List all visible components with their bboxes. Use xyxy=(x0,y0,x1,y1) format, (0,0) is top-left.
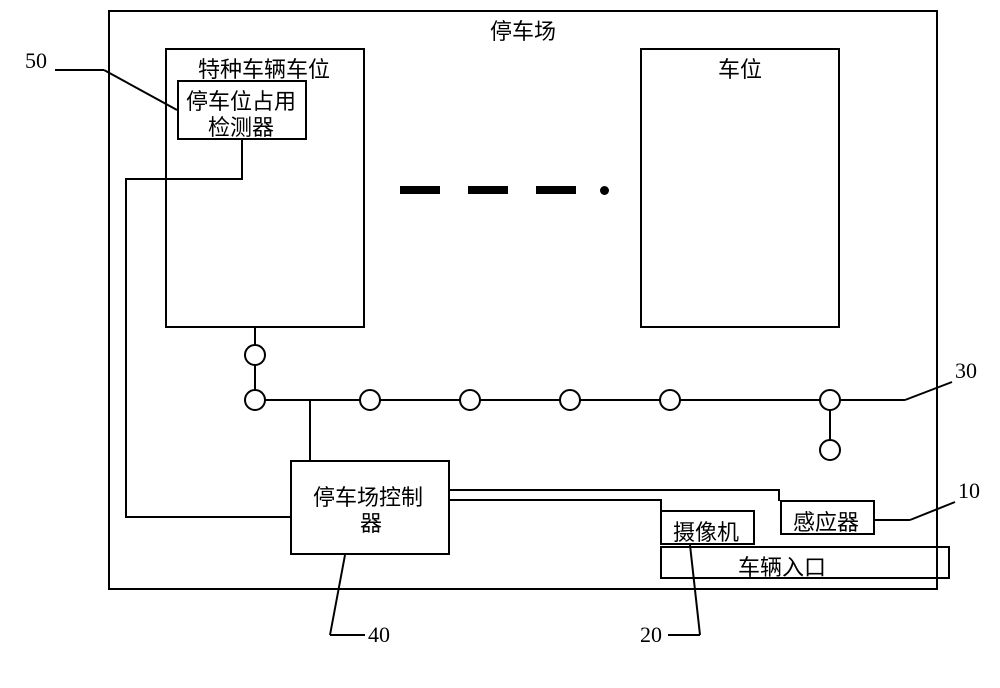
ellipsis-dash xyxy=(536,186,576,194)
wire xyxy=(125,516,291,518)
wire xyxy=(450,489,780,491)
indicator-node xyxy=(659,389,681,411)
diagram-canvas: 停车场 特种车辆车位 停车位占用 检测器 车位 停车场控制 器 摄像机 感应器 … xyxy=(0,0,1000,688)
controller-l2: 器 xyxy=(360,506,382,538)
ref-20: 20 xyxy=(640,622,662,648)
wire xyxy=(778,489,780,501)
indicator-node xyxy=(559,389,581,411)
slot-box xyxy=(640,48,840,328)
indicator-line xyxy=(255,399,831,401)
occupancy-detector-l2: 检测器 xyxy=(208,110,274,142)
wire xyxy=(125,178,243,180)
camera-label: 摄像机 xyxy=(673,515,739,547)
indicator-node xyxy=(819,389,841,411)
wire xyxy=(450,499,662,501)
ellipsis-dash xyxy=(468,186,508,194)
parking-lot-title: 停车场 xyxy=(490,14,556,46)
ref-10: 10 xyxy=(958,478,980,504)
indicator-node xyxy=(244,389,266,411)
indicator-node xyxy=(359,389,381,411)
ref-50: 50 xyxy=(25,48,47,74)
ellipsis-dash xyxy=(400,186,440,194)
wire xyxy=(309,400,311,460)
wire xyxy=(125,178,127,518)
ellipsis-dot xyxy=(600,186,609,195)
wire xyxy=(241,140,243,180)
wire xyxy=(660,499,662,511)
entrance-label: 车辆入口 xyxy=(738,550,826,582)
indicator-node xyxy=(244,344,266,366)
slot-title: 车位 xyxy=(718,52,762,84)
ref-40: 40 xyxy=(368,622,390,648)
indicator-node xyxy=(819,439,841,461)
ref-30: 30 xyxy=(955,358,977,384)
indicator-node xyxy=(459,389,481,411)
sensor-label: 感应器 xyxy=(793,505,859,537)
